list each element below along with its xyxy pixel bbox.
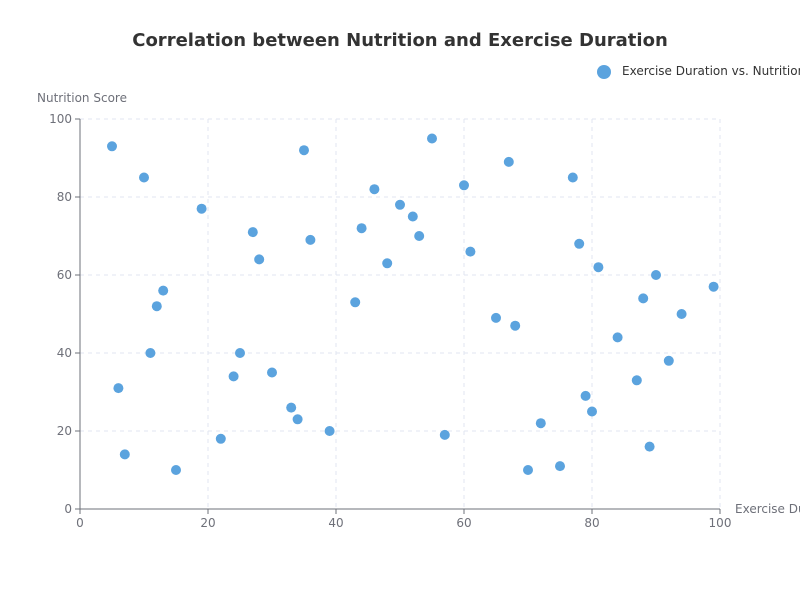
x-tick-label: 80 [584, 516, 599, 530]
data-point[interactable] [523, 465, 533, 475]
data-point[interactable] [196, 203, 207, 214]
data-point[interactable] [535, 418, 546, 429]
data-point[interactable] [631, 375, 642, 386]
data-point[interactable] [555, 461, 565, 472]
x-axis-label: Exercise Duration [735, 502, 800, 516]
data-point[interactable] [382, 258, 393, 269]
data-point[interactable] [299, 145, 309, 156]
data-point[interactable] [503, 156, 514, 167]
data-point[interactable] [708, 281, 719, 292]
legend-marker-icon [597, 65, 611, 79]
legend-label: Exercise Duration vs. Nutrition [622, 64, 800, 78]
y-tick-label: 80 [57, 190, 72, 204]
data-point[interactable] [235, 348, 245, 358]
data-point[interactable] [286, 402, 297, 413]
data-point[interactable] [587, 406, 597, 417]
data-point[interactable] [676, 309, 687, 319]
data-point[interactable] [171, 465, 181, 475]
data-point[interactable] [465, 246, 476, 257]
x-tick-label: 100 [709, 516, 732, 530]
data-point[interactable] [459, 180, 469, 191]
data-point[interactable] [324, 426, 335, 436]
x-tick-label: 20 [200, 516, 215, 530]
data-point[interactable] [139, 172, 149, 183]
tick-labels: 0 20 40 60 80 100 0 20 40 60 80 100 [49, 112, 731, 530]
data-point[interactable] [407, 211, 418, 222]
y-axis-label: Nutrition Score [37, 91, 127, 105]
data-point[interactable] [439, 429, 450, 440]
y-tick-label: 60 [57, 268, 72, 282]
y-tick-label: 100 [49, 112, 72, 126]
data-point[interactable] [414, 231, 425, 241]
y-tick-label: 40 [57, 346, 72, 360]
data-point[interactable] [119, 449, 130, 460]
data-point[interactable] [350, 297, 361, 308]
axes [75, 118, 721, 514]
data-point[interactable] [254, 254, 265, 265]
data-point[interactable] [638, 293, 649, 304]
data-point[interactable] [356, 223, 367, 234]
data-point[interactable] [369, 184, 380, 195]
data-point[interactable] [491, 312, 501, 323]
x-tick-label: 60 [456, 516, 471, 530]
data-point[interactable] [305, 234, 316, 245]
x-tick-label: 0 [76, 516, 84, 530]
data-point[interactable] [158, 285, 169, 296]
y-tick-label: 0 [64, 502, 72, 516]
data-point[interactable] [215, 433, 226, 444]
data-point[interactable] [267, 367, 277, 378]
x-tick-label: 40 [328, 516, 343, 530]
data-point[interactable] [292, 414, 303, 425]
data-point[interactable] [510, 320, 521, 331]
grid-lines [80, 118, 721, 509]
data-point[interactable] [663, 355, 674, 366]
data-point[interactable] [593, 262, 604, 273]
y-tick-label: 20 [57, 424, 72, 438]
data-point[interactable] [113, 383, 124, 394]
chart-title: Correlation between Nutrition and Exerci… [132, 30, 668, 51]
data-points [107, 133, 719, 475]
data-point[interactable] [151, 301, 162, 312]
data-point[interactable] [612, 332, 623, 343]
data-point[interactable] [395, 199, 405, 210]
data-point[interactable] [427, 133, 437, 144]
data-point[interactable] [145, 348, 156, 358]
data-point[interactable] [651, 270, 661, 280]
data-point[interactable] [247, 227, 258, 238]
data-point[interactable] [107, 141, 117, 152]
data-point[interactable] [644, 441, 655, 452]
data-point[interactable] [580, 390, 591, 401]
data-point[interactable] [567, 172, 578, 183]
data-point[interactable] [574, 238, 585, 249]
data-point[interactable] [228, 371, 239, 382]
legend[interactable]: Exercise Duration vs. Nutrition [597, 64, 800, 79]
